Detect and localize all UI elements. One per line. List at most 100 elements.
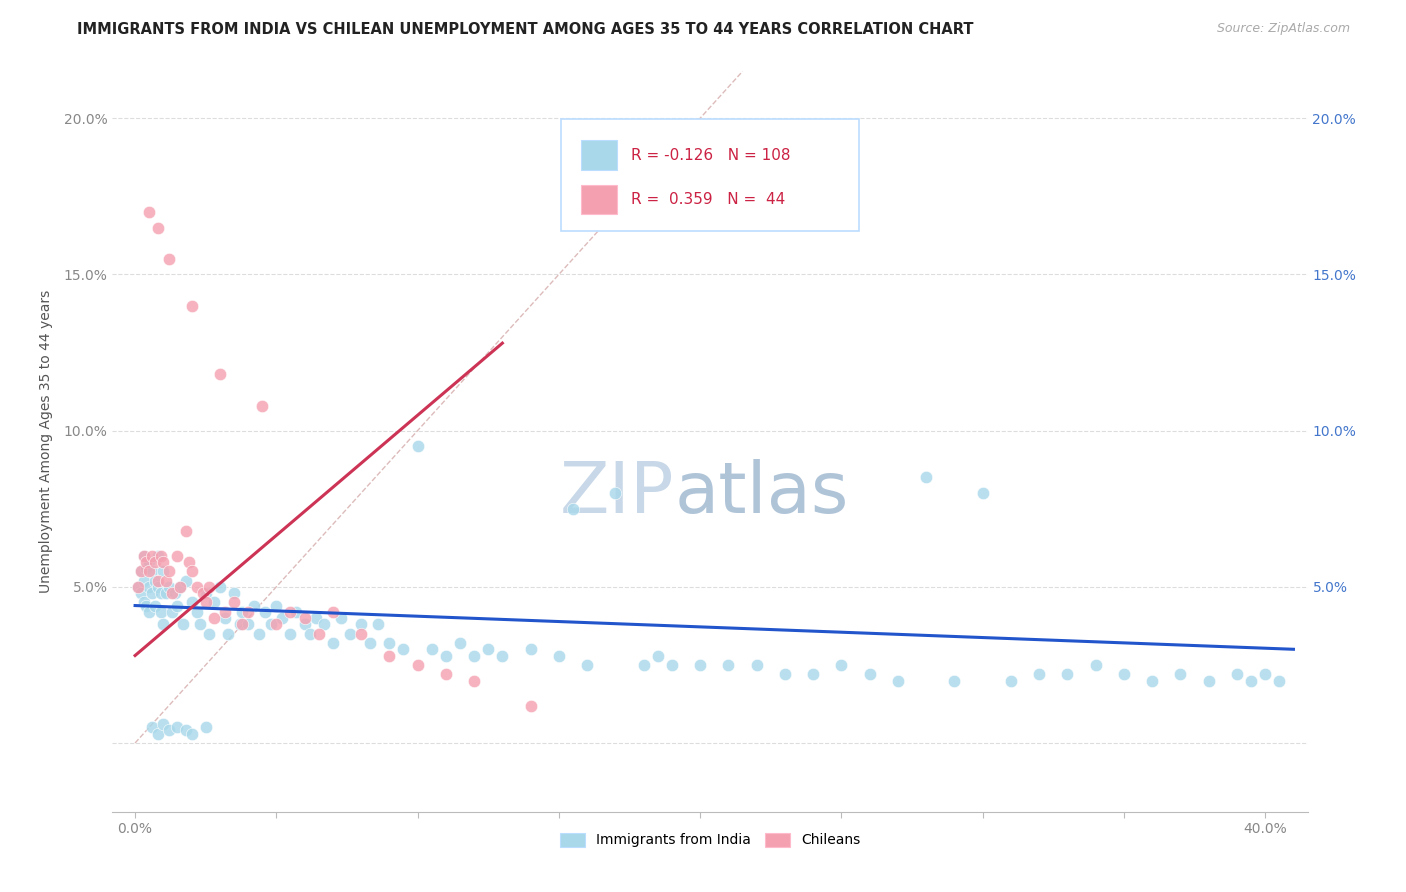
Point <box>141 586 163 600</box>
Point <box>1226 667 1249 681</box>
Point <box>773 667 796 681</box>
Point <box>135 561 157 575</box>
Point <box>202 595 225 609</box>
Point <box>491 648 513 663</box>
Point <box>943 673 966 688</box>
Point <box>260 617 283 632</box>
Point <box>605 486 627 500</box>
Point <box>547 648 569 663</box>
Point <box>138 205 160 219</box>
Text: Source: ZipAtlas.com: Source: ZipAtlas.com <box>1216 22 1350 36</box>
Point <box>138 580 160 594</box>
Point <box>689 657 711 672</box>
Point <box>434 648 457 663</box>
Point <box>231 617 253 632</box>
Point <box>129 564 152 578</box>
Point <box>222 586 245 600</box>
Point <box>129 586 152 600</box>
Point <box>174 574 197 588</box>
Point <box>160 586 183 600</box>
Point <box>254 605 277 619</box>
Point <box>299 626 322 640</box>
Point <box>266 617 288 632</box>
Point <box>717 657 740 672</box>
FancyBboxPatch shape <box>561 120 859 230</box>
Point <box>157 252 180 266</box>
Point <box>138 555 160 569</box>
Point <box>146 580 169 594</box>
Y-axis label: Unemployment Among Ages 35 to 44 years: Unemployment Among Ages 35 to 44 years <box>38 290 52 593</box>
Point <box>801 667 824 681</box>
Point <box>141 564 163 578</box>
Text: ZIP: ZIP <box>560 458 675 528</box>
Point <box>378 648 401 663</box>
Point <box>135 555 157 569</box>
Point <box>180 726 202 740</box>
Point <box>915 470 938 484</box>
Point <box>294 617 316 632</box>
Point <box>191 586 214 600</box>
Point <box>138 564 160 578</box>
Point <box>1084 657 1107 672</box>
Point <box>247 626 270 640</box>
Point <box>157 723 180 738</box>
Point <box>143 599 166 613</box>
Point <box>152 564 174 578</box>
Point <box>633 657 655 672</box>
Point <box>143 555 166 569</box>
Point <box>236 617 259 632</box>
Point <box>305 611 328 625</box>
Point <box>463 673 485 688</box>
Point <box>350 617 373 632</box>
Point <box>214 611 236 625</box>
Point <box>330 611 353 625</box>
Point <box>576 657 599 672</box>
Point <box>562 501 585 516</box>
Point <box>132 549 155 563</box>
Point <box>266 599 288 613</box>
Point <box>157 564 180 578</box>
Point <box>236 605 259 619</box>
Point <box>132 549 155 563</box>
Point <box>194 586 217 600</box>
Point <box>477 642 499 657</box>
Point <box>132 595 155 609</box>
Point <box>188 617 211 632</box>
Point <box>135 599 157 613</box>
Point <box>830 657 852 672</box>
Point <box>163 586 186 600</box>
Point <box>322 636 344 650</box>
Point <box>228 617 250 632</box>
Point <box>197 580 219 594</box>
Point <box>160 605 183 619</box>
Point <box>149 549 172 563</box>
Point <box>155 574 177 588</box>
Point <box>174 524 197 538</box>
Point <box>647 648 669 663</box>
Point <box>420 642 443 657</box>
Point <box>519 642 541 657</box>
Point <box>149 605 172 619</box>
Point <box>359 636 381 650</box>
Point <box>406 657 429 672</box>
Point <box>180 299 202 313</box>
Point <box>186 605 208 619</box>
Point <box>197 626 219 640</box>
Point <box>194 720 217 734</box>
Point <box>294 611 316 625</box>
Point <box>339 626 361 640</box>
Point <box>166 720 188 734</box>
Point <box>271 611 294 625</box>
Point <box>434 667 457 681</box>
Point <box>1198 673 1220 688</box>
Point <box>152 717 174 731</box>
Point <box>138 605 160 619</box>
Point <box>127 580 149 594</box>
Point <box>1000 673 1022 688</box>
Point <box>155 586 177 600</box>
Point <box>143 574 166 588</box>
Point <box>141 720 163 734</box>
Point <box>180 595 202 609</box>
Point <box>152 555 174 569</box>
Point <box>180 564 202 578</box>
